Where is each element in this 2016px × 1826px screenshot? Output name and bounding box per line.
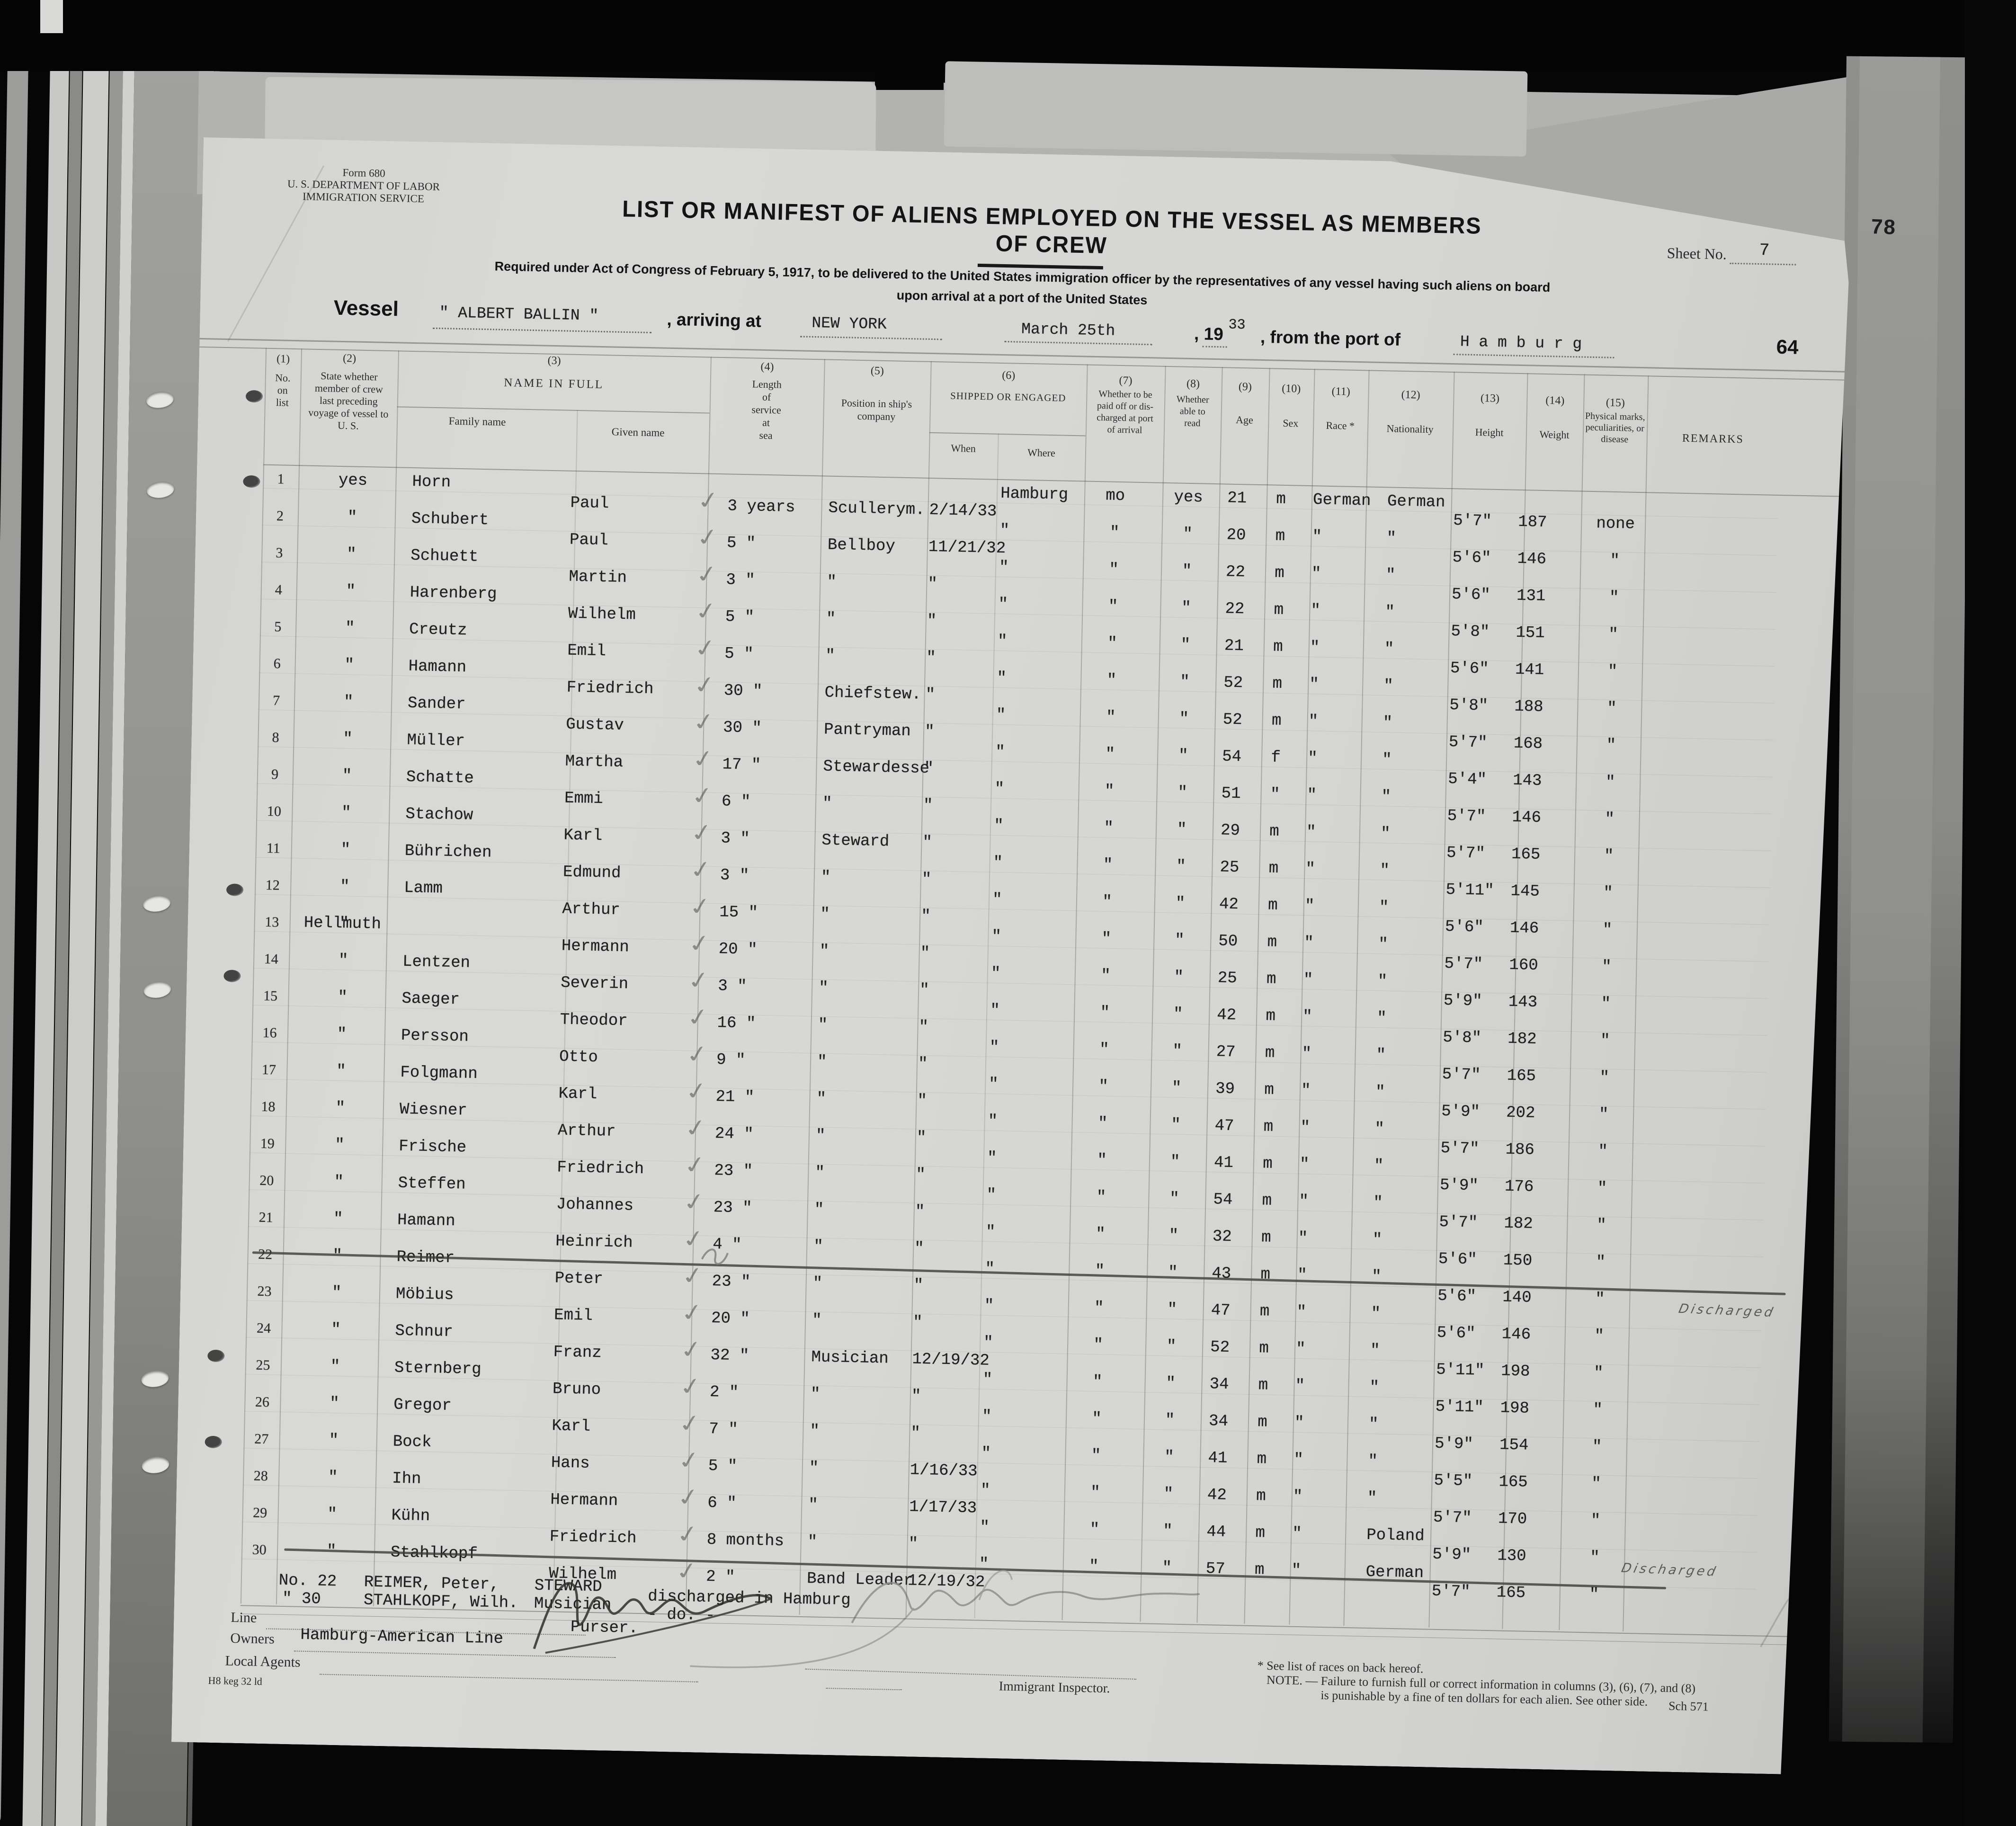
manifest-sheet: Form 680 U. S. DEPARTMENT OF LABOR IMMIG… — [171, 137, 1851, 1775]
top-border — [0, 0, 2016, 71]
book-edge-right — [1829, 56, 1971, 1743]
purser-signature — [534, 1583, 770, 1654]
crease-line — [228, 164, 323, 343]
pencil-scribble-row22 — [702, 1249, 728, 1264]
pencil-mark-corner — [1761, 1593, 1818, 1648]
purser-signature-underline — [545, 1594, 771, 1657]
inspector-signature-tail — [690, 1603, 914, 1671]
top-page-edge — [944, 61, 1528, 157]
top-gap — [875, 0, 944, 90]
punch-hole — [141, 1455, 170, 1475]
handwriting-layer — [171, 137, 1851, 1775]
punch-hole — [140, 1369, 170, 1389]
punch-hole — [143, 980, 172, 999]
punch-hole — [142, 893, 171, 913]
book-edge-inner — [1842, 56, 1940, 1743]
page-edge — [0, 0, 29, 1826]
signature-loop — [979, 1570, 1012, 1601]
punch-hole — [145, 390, 175, 410]
right-border — [1965, 0, 2016, 1826]
page-stamp-78: 78 — [1871, 215, 1897, 239]
top-left-sliver — [40, 0, 63, 33]
punch-hole — [145, 480, 175, 499]
inspector-signature — [852, 1582, 1200, 1630]
